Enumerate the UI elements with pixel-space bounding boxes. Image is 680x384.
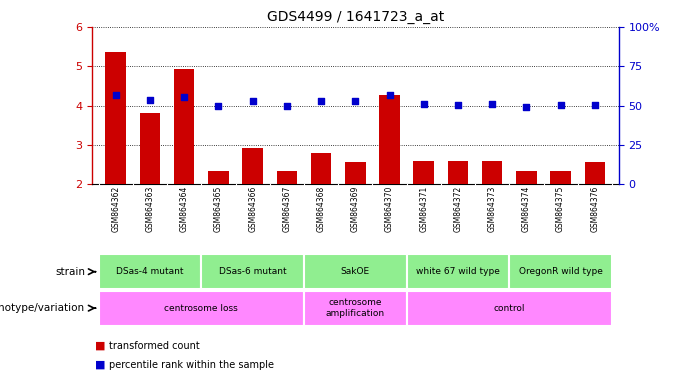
Text: strain: strain [55,266,85,277]
Point [350,98,361,104]
Text: GSM864370: GSM864370 [385,186,394,232]
Text: GSM864364: GSM864364 [180,186,188,232]
Point [316,98,326,104]
Text: SakOE: SakOE [341,267,370,276]
Bar [407,254,509,289]
Point [248,98,258,104]
Bar [99,291,304,326]
Text: GSM864365: GSM864365 [214,186,223,232]
Point [590,102,600,108]
Point [487,101,498,108]
Text: OregonR wild type: OregonR wild type [519,267,602,276]
Bar [208,170,228,184]
Text: GSM864368: GSM864368 [317,186,326,232]
Point [145,97,156,103]
Text: GSM864363: GSM864363 [146,186,154,232]
Text: centrosome loss: centrosome loss [165,304,238,313]
Text: GSM864376: GSM864376 [590,186,599,232]
Bar [242,148,263,184]
Point [521,104,532,110]
Text: ■: ■ [95,360,105,370]
Text: transformed count: transformed count [109,341,199,351]
Text: GSM864372: GSM864372 [454,186,462,232]
Point [179,94,190,100]
Point [213,103,224,109]
Title: GDS4499 / 1641723_a_at: GDS4499 / 1641723_a_at [267,10,444,25]
Point [555,102,566,108]
Text: GSM864373: GSM864373 [488,186,496,232]
Text: GSM864375: GSM864375 [556,186,565,232]
Bar [482,162,503,184]
Bar [413,162,434,184]
Bar [277,170,297,184]
Bar [379,95,400,184]
Point [282,103,292,109]
Text: GSM864369: GSM864369 [351,186,360,232]
Bar [304,291,407,326]
Point [452,102,463,108]
Point [418,101,429,107]
Text: ■: ■ [95,341,105,351]
Bar [345,162,366,184]
Text: white 67 wild type: white 67 wild type [416,267,500,276]
Bar [201,254,304,289]
Text: percentile rank within the sample: percentile rank within the sample [109,360,274,370]
Text: GSM864371: GSM864371 [420,186,428,232]
Point [384,92,395,98]
Bar [304,254,407,289]
Bar [407,291,612,326]
Text: GSM864374: GSM864374 [522,186,531,232]
Bar [105,53,126,184]
Text: GSM864366: GSM864366 [248,186,257,232]
Bar [509,254,612,289]
Bar [99,254,201,289]
Text: DSas-4 mutant: DSas-4 mutant [116,267,184,276]
Text: DSas-6 mutant: DSas-6 mutant [219,267,286,276]
Text: centrosome
amplification: centrosome amplification [326,298,385,318]
Bar [174,69,194,184]
Point [110,92,121,98]
Text: GSM864367: GSM864367 [282,186,291,232]
Bar [550,170,571,184]
Text: genotype/variation: genotype/variation [0,303,85,313]
Bar [585,162,605,184]
Bar [311,153,331,184]
Text: GSM864362: GSM864362 [112,186,120,232]
Bar [447,162,469,184]
Text: control: control [494,304,525,313]
Bar [516,170,537,184]
Bar [139,113,160,184]
